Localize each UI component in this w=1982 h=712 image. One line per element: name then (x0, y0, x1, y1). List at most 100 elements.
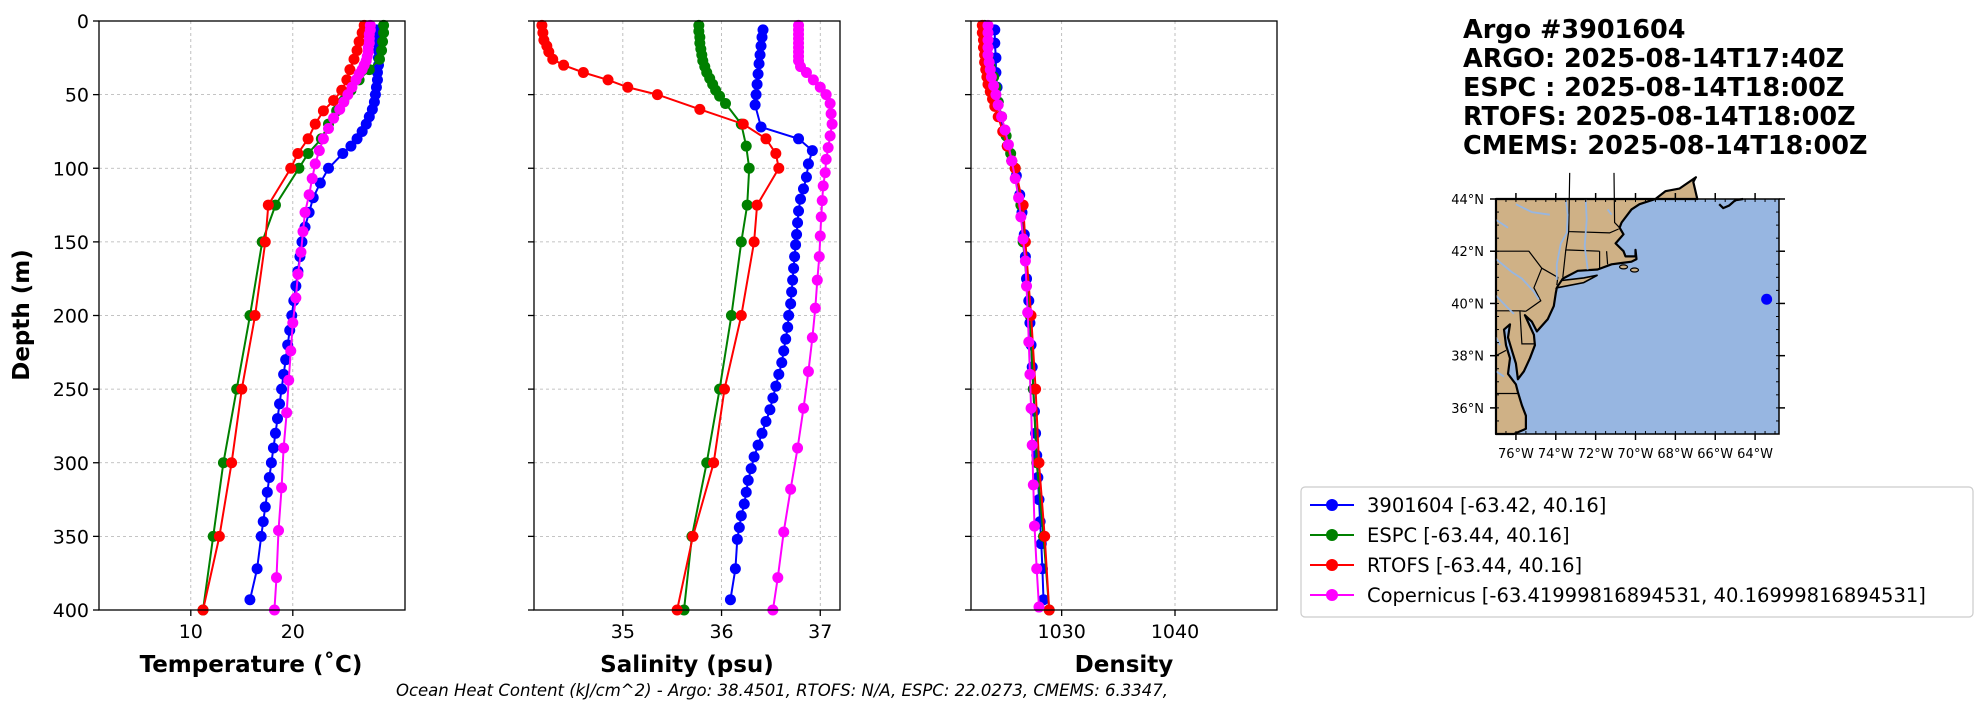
lat-label: 44°N (1451, 193, 1484, 208)
data-point (748, 236, 760, 248)
data-point (999, 124, 1011, 136)
data-point (547, 53, 559, 65)
series-rtofs (976, 19, 1055, 616)
data-point (694, 103, 706, 115)
data-point (313, 145, 325, 157)
data-point (802, 158, 814, 170)
data-point (797, 402, 809, 414)
data-point (259, 236, 271, 248)
data-point (790, 239, 802, 251)
data-point (797, 183, 809, 195)
data-point (249, 310, 261, 321)
data-point (353, 36, 365, 48)
data-point (1039, 530, 1051, 542)
data-point (1022, 307, 1034, 319)
data-point (1019, 255, 1031, 267)
data-point (760, 133, 772, 145)
data-point (1021, 280, 1033, 292)
legend-label: Copernicus [-63.41999816894531, 40.16999… (1367, 584, 1926, 607)
data-point (302, 133, 314, 145)
data-point (273, 524, 285, 536)
data-point (299, 206, 311, 218)
data-point (731, 533, 743, 545)
state-border (1525, 267, 1543, 312)
data-point (1009, 173, 1021, 185)
data-point (735, 510, 747, 522)
data-point (807, 74, 819, 86)
y-tick-label: 400 (53, 600, 89, 622)
x-axis-label: Density (1075, 652, 1174, 678)
data-point (782, 321, 794, 333)
data-point (770, 148, 782, 160)
data-point (317, 133, 329, 145)
data-point (760, 416, 772, 428)
data-point (306, 173, 318, 185)
data-point (262, 199, 274, 211)
data-point (328, 112, 340, 124)
data-point (345, 140, 357, 152)
panel-2 (528, 19, 841, 616)
data-point (285, 162, 297, 174)
data-point (577, 67, 589, 79)
data-point (334, 103, 346, 115)
legend-marker (1326, 529, 1338, 541)
series-copernicus (982, 19, 1045, 613)
rtofs-time: RTOFS: 2025-08-14T18:00Z (1463, 102, 1856, 132)
ohc-footer: Ocean Heat Content (kJ/cm^2) - Argo: 38.… (396, 681, 1168, 700)
data-point (302, 148, 314, 160)
data-point (741, 199, 753, 211)
data-point (793, 205, 805, 217)
data-point (742, 474, 754, 486)
data-point (735, 310, 747, 321)
river (1583, 198, 1589, 270)
long-island (1555, 274, 1598, 289)
data-point (1025, 402, 1037, 414)
data-point (351, 44, 363, 56)
data-point (217, 457, 229, 469)
data-point (719, 383, 731, 395)
float-marker (1761, 293, 1773, 305)
map-inset (1490, 172, 1785, 440)
data-point (1027, 479, 1039, 491)
data-point (785, 298, 797, 310)
lon-label: 72°W (1578, 447, 1614, 462)
data-point (1017, 233, 1029, 245)
state-border (1496, 250, 1543, 269)
panel-3 (965, 19, 1278, 616)
data-point (817, 180, 829, 192)
data-point (285, 345, 297, 357)
data-point (309, 118, 321, 130)
island (1629, 267, 1640, 273)
data-point (292, 148, 304, 160)
data-point (776, 357, 788, 369)
lon-label: 64°W (1737, 447, 1773, 462)
data-point (374, 53, 385, 65)
data-point (752, 439, 764, 451)
data-point (261, 486, 273, 498)
data-point (787, 274, 799, 286)
lat-label: 36°N (1451, 402, 1484, 417)
state-border (1495, 349, 1507, 357)
y-tick-label: 0 (77, 11, 89, 33)
river (1495, 219, 1509, 229)
data-point (1030, 383, 1042, 395)
data-point (773, 368, 785, 380)
data-point (755, 40, 767, 52)
data-point (751, 78, 763, 90)
data-point (990, 89, 1002, 101)
data-point (267, 442, 279, 454)
data-point (1026, 439, 1038, 451)
data-point (303, 189, 315, 201)
data-point (985, 71, 997, 83)
data-point (265, 457, 277, 469)
river (1495, 294, 1515, 315)
data-point (558, 59, 570, 71)
state-border (1562, 249, 1567, 278)
data-point (802, 365, 814, 377)
data-point (820, 153, 832, 165)
x-tick-label: 36 (709, 621, 733, 643)
data-point (708, 457, 720, 469)
data-point (309, 158, 321, 170)
y-tick-label: 50 (65, 85, 89, 107)
data-point (272, 413, 283, 425)
